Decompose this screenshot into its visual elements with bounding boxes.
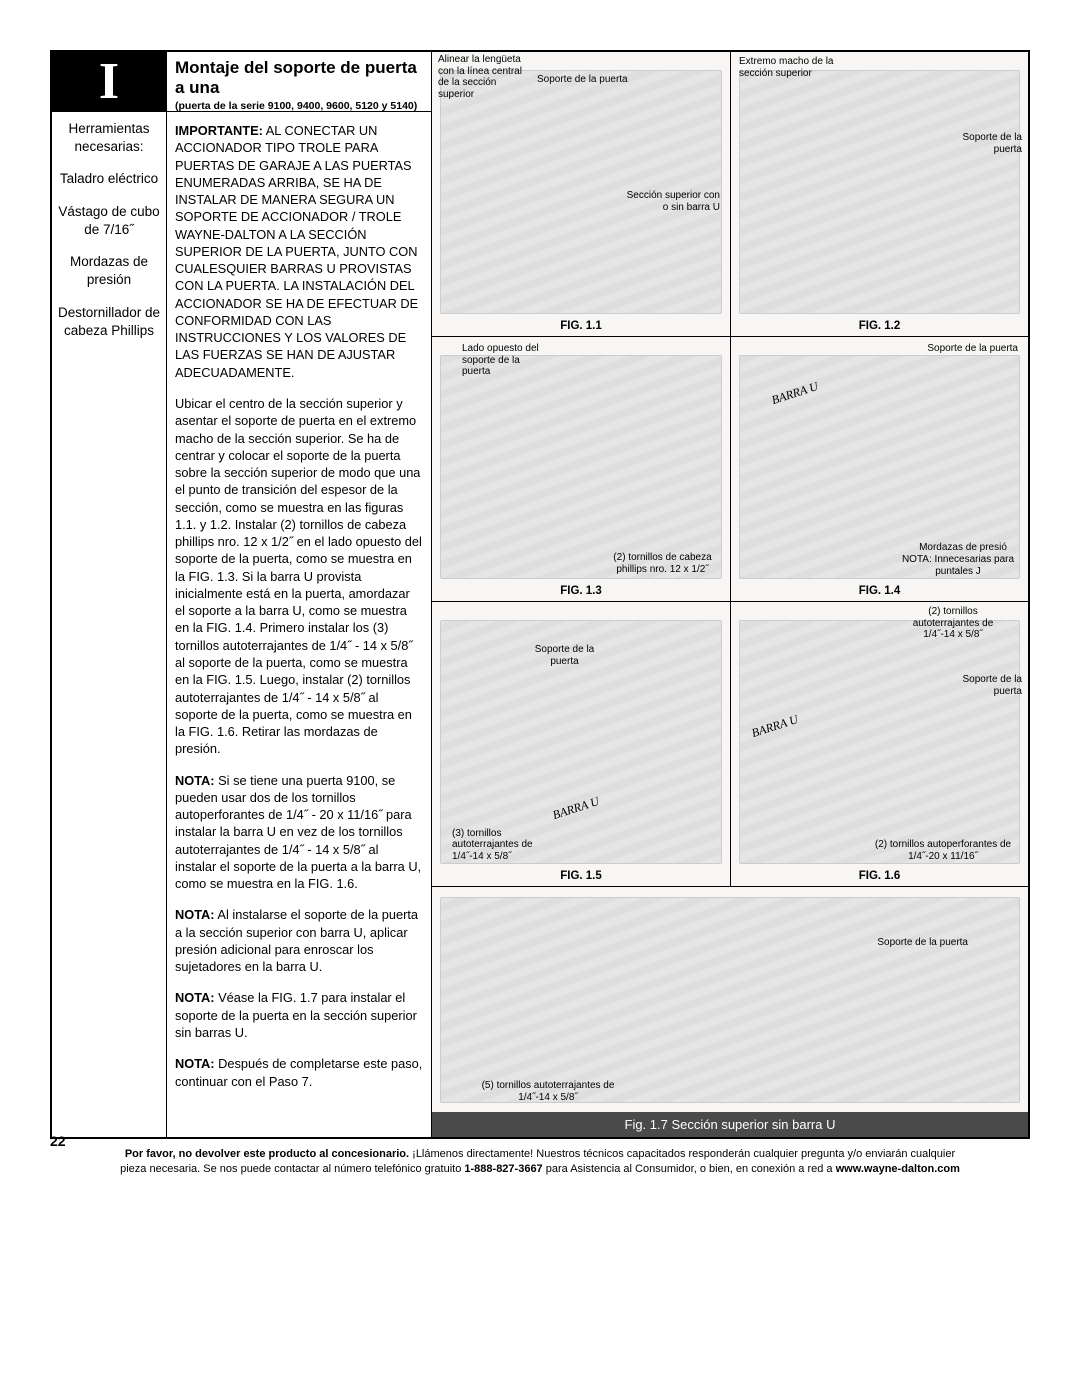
tool-item: Taladro eléctrico xyxy=(56,170,162,188)
step-subtitle: (puerta de la serie 9100, 9400, 9600, 51… xyxy=(175,100,423,112)
footer-text-2a: pieza necesaria. Se nos puede contactar … xyxy=(120,1163,464,1175)
callout: (5) tornillos autoterrajantes de 1/4˝-14… xyxy=(468,1080,628,1103)
p-text: Si se tiene una puerta 9100, se pueden u… xyxy=(175,773,421,892)
tools-list: Herramientas necesarias: Taladro eléctri… xyxy=(52,112,166,362)
lead: IMPORTANTE: xyxy=(175,123,263,138)
figures-column: Alinear la lengüeta con la línea central… xyxy=(432,52,1028,1137)
step-letter: I xyxy=(52,52,166,112)
footer-text-2b: para Asistencia al Consumidor, o bien, e… xyxy=(543,1163,836,1175)
content-frame: I Herramientas necesarias: Taladro eléct… xyxy=(50,50,1030,1139)
paragraph: NOTA: Véase la FIG. 1.7 para instalar el… xyxy=(175,989,423,1041)
callout: NOTA: Innecesarias para puntales J xyxy=(898,554,1018,577)
callout: Mordazas de presió xyxy=(908,542,1018,554)
callout: (2) tornillos de cabeza phillips nro. 12… xyxy=(605,552,720,575)
figure-1-7: Soporte de la puerta (5) tornillos autot… xyxy=(432,887,1028,1137)
paragraph: IMPORTANTE: AL CONECTAR UN ACCIONADOR TI… xyxy=(175,122,423,381)
paragraph: NOTA: Si se tiene una puerta 9100, se pu… xyxy=(175,772,423,893)
lead: NOTA: xyxy=(175,907,215,922)
diagram-icon xyxy=(739,620,1020,864)
p-text: Innecesarias para puntales J xyxy=(932,554,1014,577)
footer-url: www.wayne-dalton.com xyxy=(836,1163,960,1175)
step-title: Montaje del soporte de puerta a una xyxy=(175,58,423,98)
tool-item: Destornillador de cabeza Phillips xyxy=(56,304,162,340)
diagram-icon xyxy=(440,897,1020,1103)
figure-label: FIG. 1.2 xyxy=(859,320,901,332)
p-text: AL CONECTAR UN ACCIONADOR TIPO TROLE PAR… xyxy=(175,123,418,380)
figure-row: Soporte de la puerta BARRA U (3) tornill… xyxy=(432,602,1028,887)
paragraph: NOTA: Al instalarse el soporte de la pue… xyxy=(175,906,423,975)
diagram-icon xyxy=(440,355,722,579)
manual-page: I Herramientas necesarias: Taladro eléct… xyxy=(0,0,1080,1207)
figure-label: FIG. 1.5 xyxy=(560,870,602,882)
callout: Soporte de la puerta xyxy=(537,74,628,86)
page-number: 22 xyxy=(50,1133,66,1149)
callout: (3) tornillos autoterrajantes de 1/4˝-14… xyxy=(452,828,562,863)
footer-text: Por favor, no devolver este producto al … xyxy=(50,1147,1030,1177)
instruction-body: IMPORTANTE: AL CONECTAR UN ACCIONADOR TI… xyxy=(167,112,431,1114)
figure-label: FIG. 1.3 xyxy=(560,585,602,597)
callout: Soporte de la puerta xyxy=(962,674,1022,697)
figure-row: Lado opuesto del soporte de la puerta (2… xyxy=(432,337,1028,602)
callout: Soporte de la puerta xyxy=(962,132,1022,155)
lead: NOTA: xyxy=(175,990,215,1005)
text-column: Montaje del soporte de puerta a una (pue… xyxy=(167,52,432,1137)
footer-phone: 1-888-827-3667 xyxy=(464,1163,542,1175)
tool-item: Mordazas de presión xyxy=(56,253,162,289)
lead: NOTA: xyxy=(175,1056,215,1071)
figure-1-4: Soporte de la puerta BARRA U Mordazas de… xyxy=(730,337,1028,601)
left-column: I Herramientas necesarias: Taladro eléct… xyxy=(52,52,167,1137)
figure-label: FIG. 1.1 xyxy=(560,320,602,332)
figure-row: Alinear la lengüeta con la línea central… xyxy=(432,52,1028,337)
figure-1-6: (2) tornillos autoterrajantes de 1/4˝-14… xyxy=(730,602,1028,886)
callout: Lado opuesto del soporte de la puerta xyxy=(462,343,547,378)
tool-item: Vástago de cubo de 7/16˝ xyxy=(56,203,162,239)
figure-1-3: Lado opuesto del soporte de la puerta (2… xyxy=(432,337,730,601)
callout: Soporte de la puerta xyxy=(527,644,602,667)
figure-label: FIG. 1.6 xyxy=(859,870,901,882)
lead: NOTA: xyxy=(175,773,215,788)
footer-text-1: ¡Llámenos directamente! Nuestros técnico… xyxy=(409,1148,955,1160)
callout: Soporte de la puerta xyxy=(927,343,1018,355)
figure-row: Soporte de la puerta (5) tornillos autot… xyxy=(432,887,1028,1137)
figure-label: FIG. 1.4 xyxy=(859,585,901,597)
title-cell: Montaje del soporte de puerta a una (pue… xyxy=(167,52,431,112)
callout: Alinear la lengüeta con la línea central… xyxy=(438,54,528,100)
footer-lead: Por favor, no devolver este producto al … xyxy=(125,1148,409,1160)
figure-1-2: Extremo macho de la sección superior Sop… xyxy=(730,52,1028,336)
figure-1-5: Soporte de la puerta BARRA U (3) tornill… xyxy=(432,602,730,886)
callout: Soporte de la puerta xyxy=(877,937,968,949)
figure-caption: Fig. 1.7 Sección superior sin barra U xyxy=(432,1112,1028,1137)
paragraph: Ubicar el centro de la sección superior … xyxy=(175,395,423,758)
diagram-icon xyxy=(739,70,1020,314)
callout: (2) tornillos autoterrajantes de 1/4˝-14… xyxy=(898,606,1008,641)
tools-header: Herramientas necesarias: xyxy=(56,120,162,156)
callout: (2) tornillos autoperforantes de 1/4˝-20… xyxy=(868,839,1018,862)
callout: Sección superior con o sin barra U xyxy=(625,190,720,213)
lead: NOTA: xyxy=(902,554,932,565)
callout: Extremo macho de la sección superior xyxy=(739,56,844,79)
paragraph: NOTA: Después de completarse este paso, … xyxy=(175,1055,423,1090)
figure-1-1: Alinear la lengüeta con la línea central… xyxy=(432,52,730,336)
